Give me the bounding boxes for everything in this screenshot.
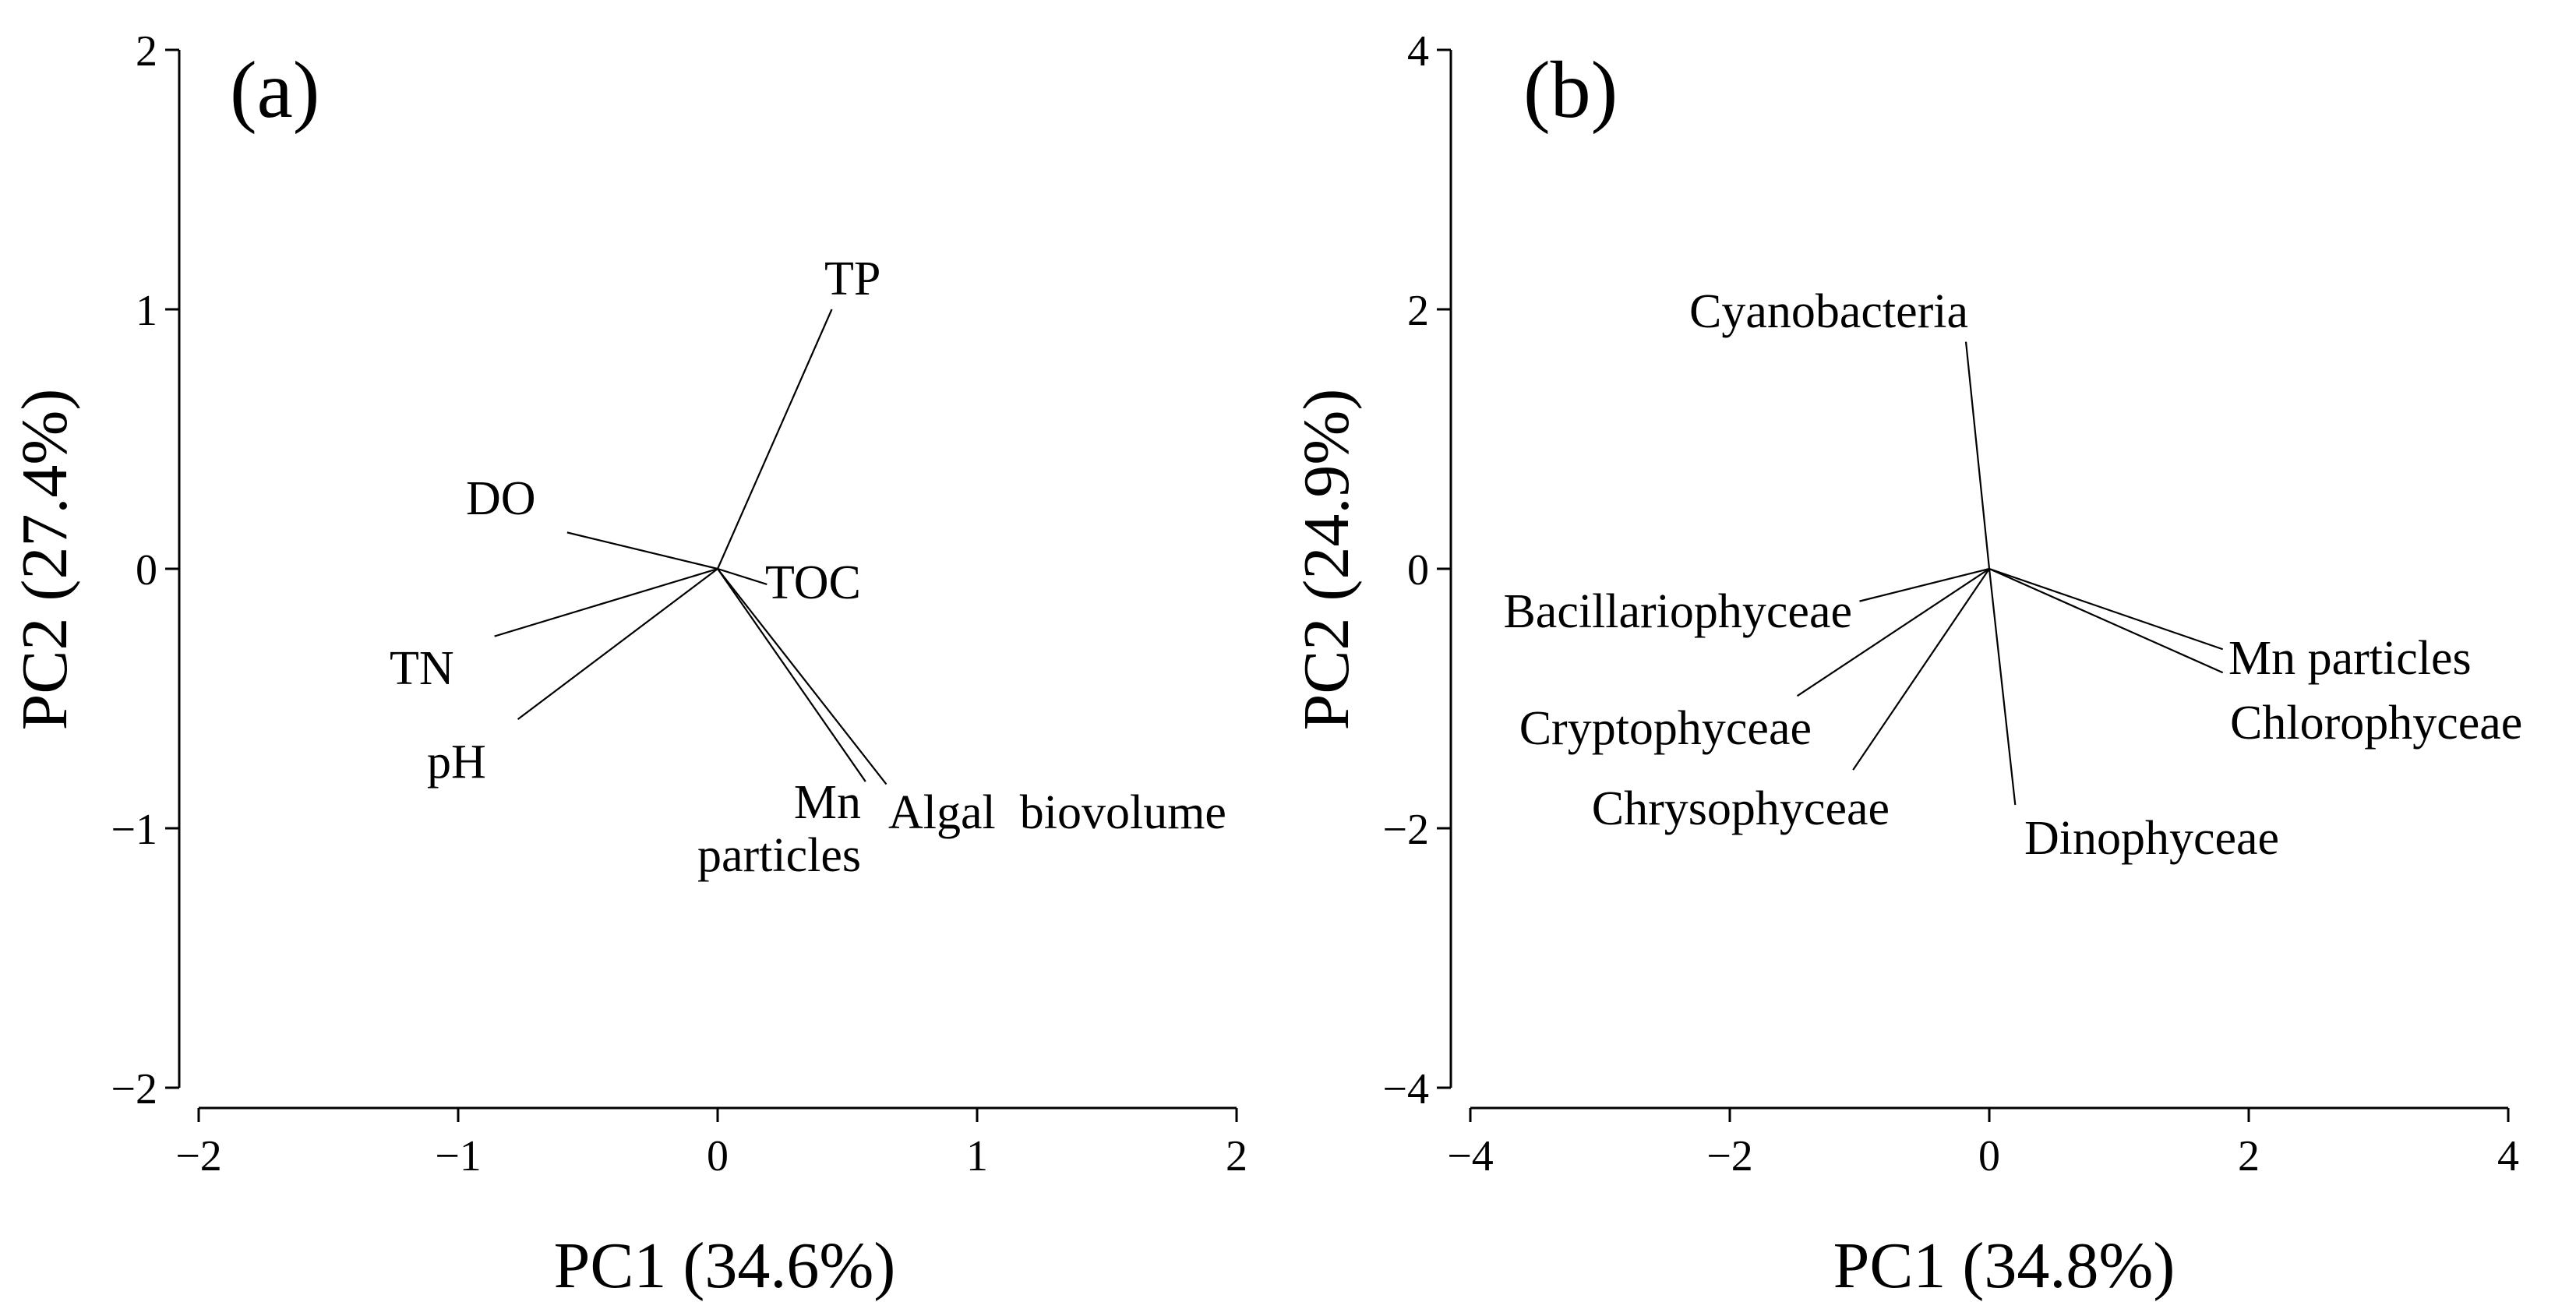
panel-a-vector-toc <box>717 567 768 586</box>
panel-b-y-tick-label: 2 <box>1407 287 1429 335</box>
panel-b-x-tick-label: −4 <box>1447 1132 1494 1180</box>
panel-a-vector-label-do: DO <box>466 472 536 525</box>
panel-a-vector-algal-biovolume <box>717 568 887 785</box>
panel-a-vector-tn <box>494 567 718 637</box>
panel-a-vector-label-toc: TOC <box>765 556 861 609</box>
panel-a-y-axis-title: PC2 (27.4%) <box>9 389 81 731</box>
panel-a-axes: −2 −1 0 1 2 −2 −1 0 1 2 <box>111 27 1247 1180</box>
panel-b-y-tick-label: −2 <box>1382 806 1429 854</box>
panel-b-y-tick-label: 4 <box>1407 27 1429 76</box>
panel-b-vector-bacillariophyceae <box>1859 567 1990 602</box>
panel-a-x-tick-label: 1 <box>966 1132 988 1180</box>
panel-a-y-tick-label: 0 <box>136 546 157 595</box>
panel-b-x-tick-label: −2 <box>1706 1132 1753 1180</box>
panel-a-y-tick-label: −2 <box>111 1065 157 1113</box>
panel-b-vector-cyanobacteria <box>1964 341 1991 570</box>
panel-b-vector-label-cryptophyceae: Cryptophyceae <box>1519 702 1812 755</box>
panel-b-label: (b) <box>1523 45 1618 135</box>
panel-b-vector-cryptophyceae <box>1796 568 1990 697</box>
panel-b-y-tick-label: −4 <box>1382 1065 1429 1113</box>
panel-b-axes: −4 −2 0 2 4 −4 −2 0 2 4 <box>1382 27 2519 1180</box>
panel-b-x-tick-label: 0 <box>1978 1132 2000 1180</box>
panel-b-x-tick-label: 2 <box>2238 1132 2260 1180</box>
panel-b-labels: Cyanobacteria Bacillariophyceae Cryptophyc… <box>1503 285 2522 865</box>
panel-a-vector-label-tn: TN <box>390 642 454 695</box>
panel-b-y-tick-label: 0 <box>1407 546 1429 595</box>
panel-b-x-axis-title: PC1 (34.8%) <box>1833 1230 2175 1302</box>
panel-b: −4 −2 0 2 4 −4 −2 0 2 4 Cyanobacteria Bacillarioph… <box>1290 27 2522 1302</box>
panel-a-vector-label-mn-particles: particles <box>697 829 861 882</box>
panel-b-vector-label-chlorophyceae: Chlorophyceae <box>2230 697 2522 750</box>
panel-b-vector-chrysophyceae <box>1852 568 1990 771</box>
panel-b-vector-label-mn-particles: Mn particles <box>2228 632 2472 685</box>
panel-a-vector-tp <box>716 309 833 570</box>
panel-a-x-axis-title: PC1 (34.6%) <box>554 1230 896 1302</box>
panel-b-vector-label-dinophyceae: Dinophyceae <box>2024 812 2279 865</box>
panel-b-loadings <box>1796 341 2224 806</box>
panel-b-vector-label-cyanobacteria: Cyanobacteria <box>1689 285 1968 338</box>
panel-a-x-tick-label: 2 <box>1226 1132 1247 1180</box>
panel-a-vector-label-ph: pH <box>427 736 486 789</box>
panel-a-y-tick-label: −1 <box>111 806 157 854</box>
panel-a-y-tick-label: 2 <box>136 27 157 76</box>
panel-a-x-tick-label: 0 <box>707 1132 729 1180</box>
panel-a-vector-label-mn-particles: Mn <box>794 776 861 829</box>
panel-a-vector-do <box>566 531 718 570</box>
panel-b-vector-mn-particles <box>1988 567 2224 651</box>
panel-a-x-tick-label: −1 <box>435 1132 482 1180</box>
panel-b-y-axis-title: PC2 (24.9%) <box>1290 389 1363 731</box>
panel-a-vector-label-tp: TP <box>824 252 880 305</box>
panel-a-x-tick-label: −2 <box>175 1132 222 1180</box>
panel-a-vector-label-algal-biovolume: Algal biovolume <box>888 786 1226 839</box>
panel-b-vector-dinophyceae <box>1988 568 2017 806</box>
panel-a-loadings <box>494 309 887 785</box>
panel-a-vector-mn-particles <box>717 568 866 782</box>
panel-a-y-tick-label: 1 <box>136 287 157 335</box>
panel-b-vector-chlorophyceae <box>1988 567 2224 674</box>
panel-b-vector-label-chrysophyceae: Chrysophyceae <box>1592 782 1890 835</box>
panel-b-x-tick-label: 4 <box>2497 1132 2519 1180</box>
panel-a-label: (a) <box>230 45 319 135</box>
panel-b-vector-label-bacillariophyceae: Bacillariophyceae <box>1503 585 1852 638</box>
panel-a-vector-ph <box>517 568 718 721</box>
